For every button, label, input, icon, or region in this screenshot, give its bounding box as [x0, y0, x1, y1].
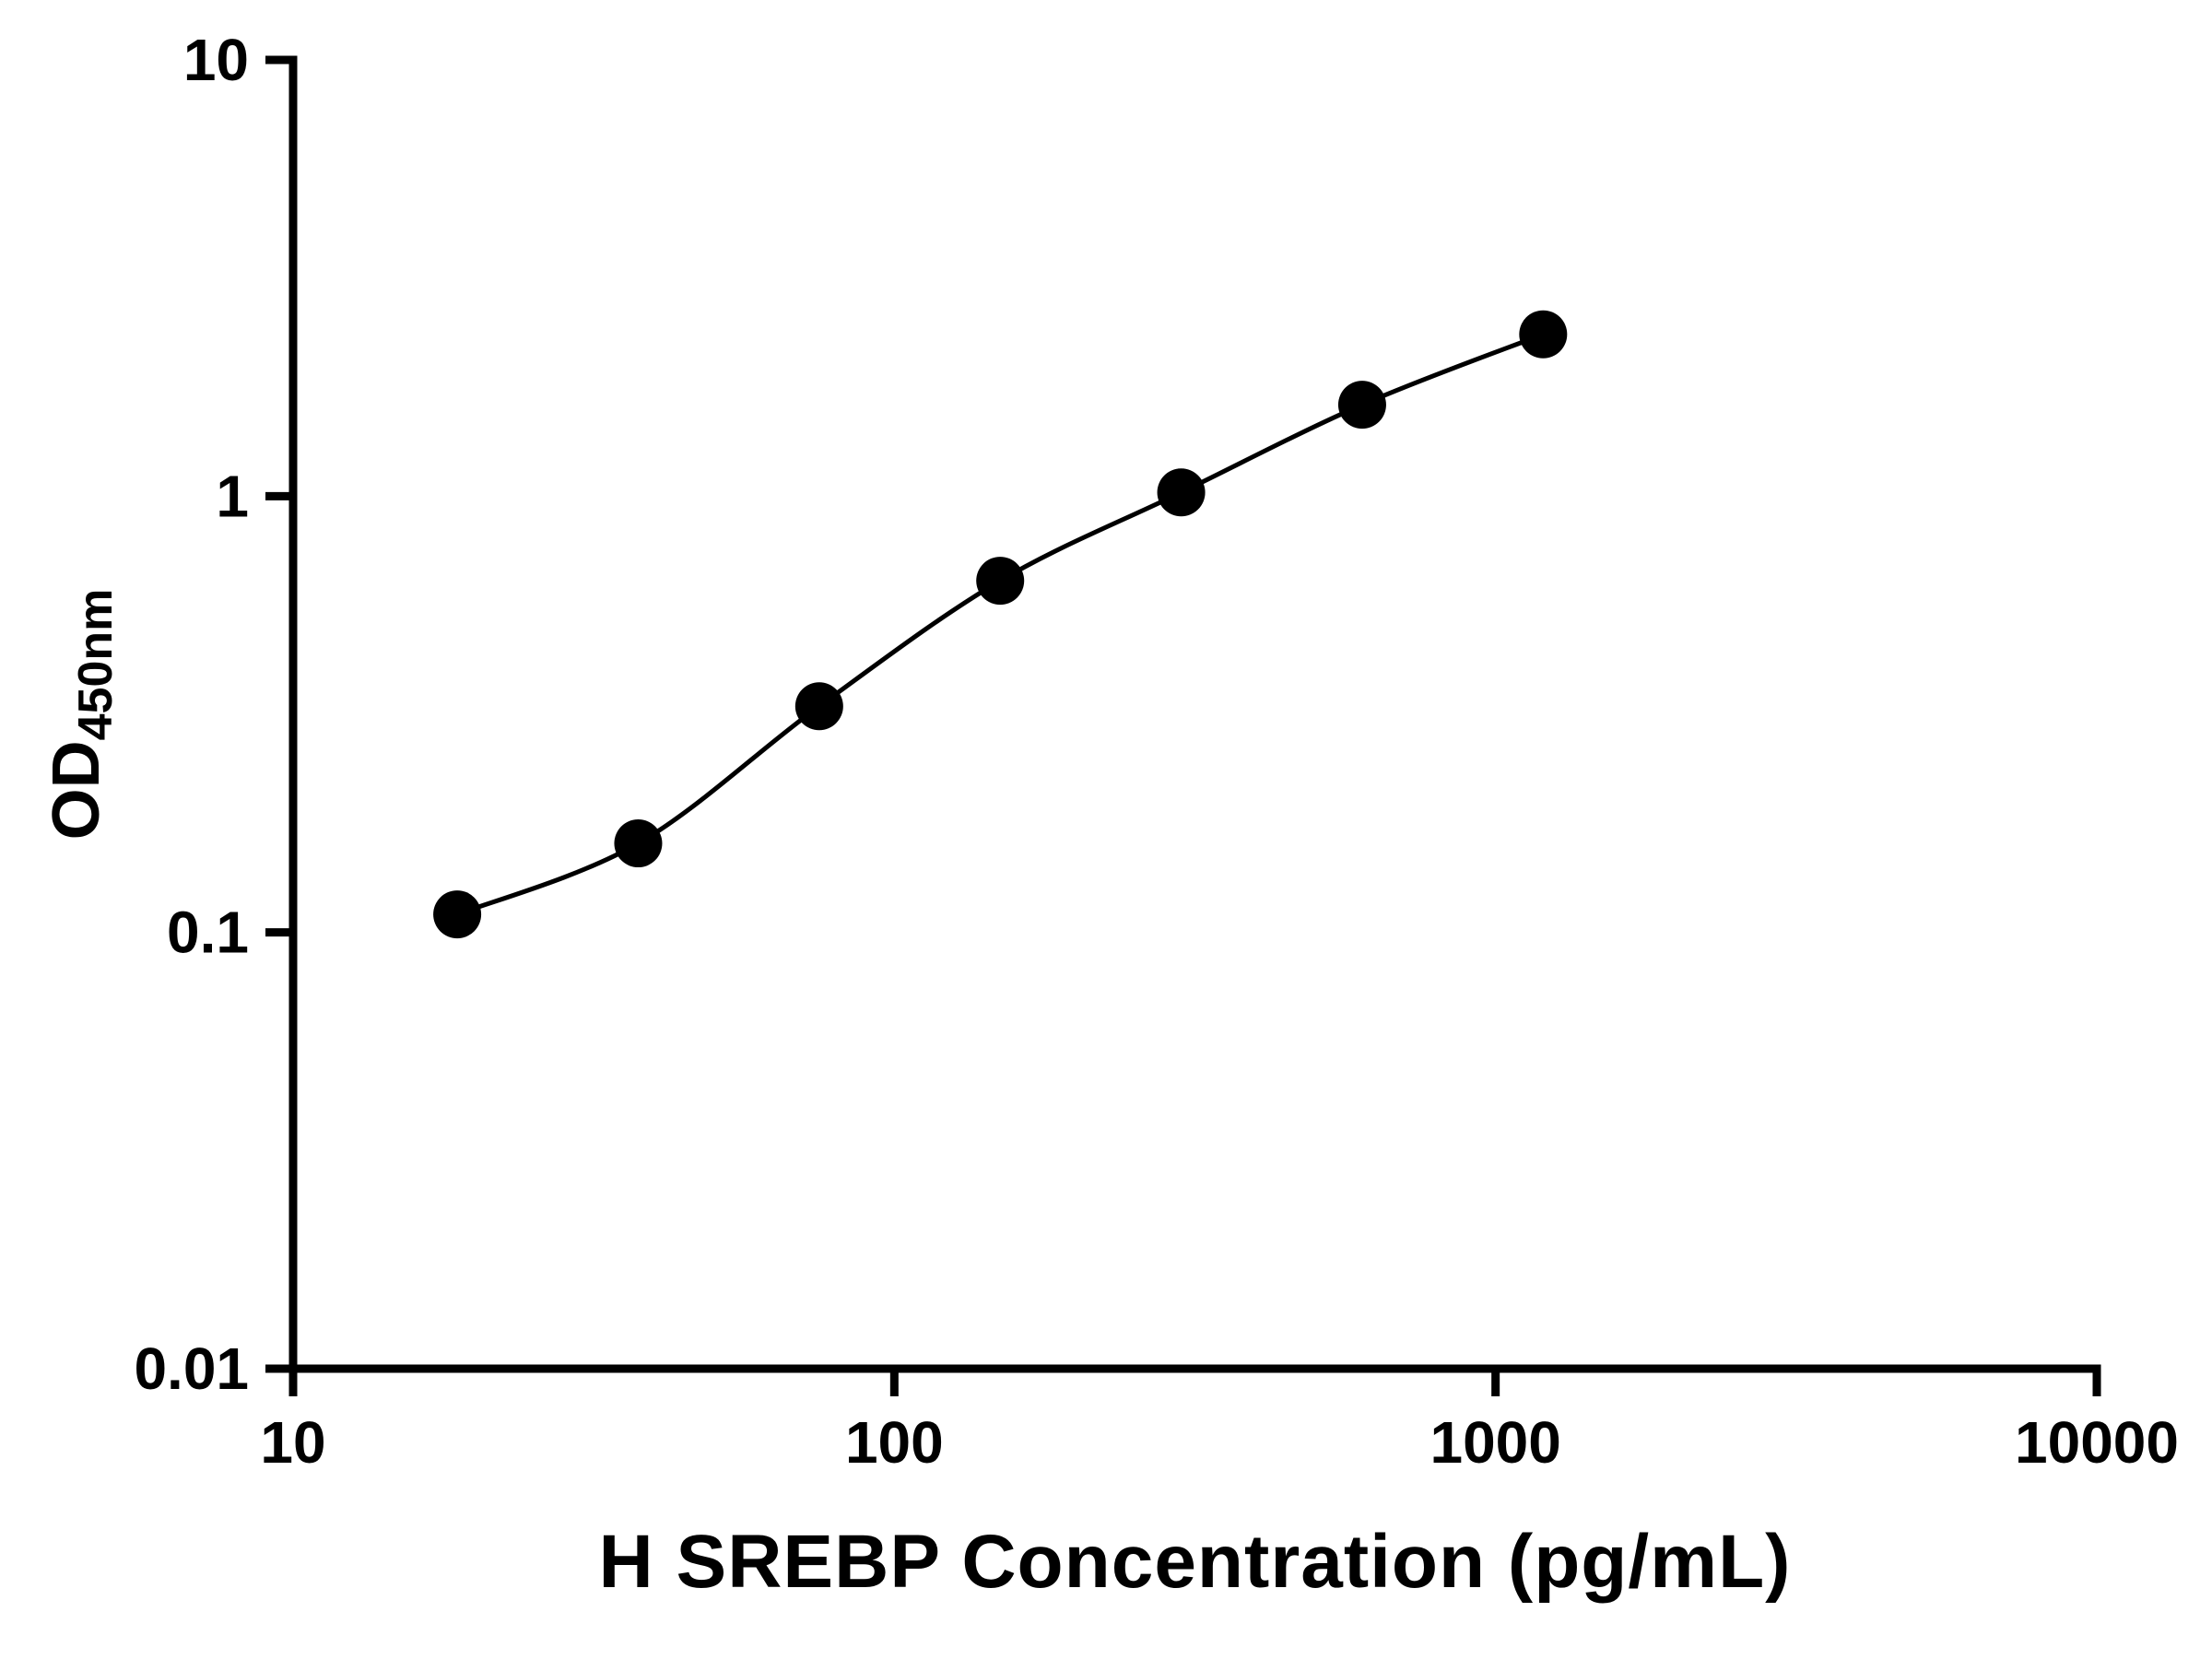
x-axis-title: H SREBP Concentration (pg/mL): [598, 1520, 1792, 1604]
fit-curve: [456, 332, 1545, 917]
y-axis-title: OD450nm: [39, 589, 124, 841]
y-tick-label: 0.01: [134, 1335, 249, 1402]
data-point: [976, 557, 1025, 606]
axes-line: [288, 55, 2101, 1373]
x-tick-label: 1000: [1430, 1409, 1560, 1476]
y-tick-label: 10: [183, 27, 249, 93]
data-point: [794, 682, 843, 731]
x-tick-label: 10000: [2015, 1409, 2179, 1476]
data-point: [1337, 381, 1386, 429]
y-axis-title-base: OD: [40, 740, 113, 841]
y-axis-title-subscript: 450nm: [69, 588, 123, 741]
data-point: [614, 819, 663, 868]
x-tick-label: 100: [845, 1409, 944, 1476]
data-point: [1157, 468, 1206, 517]
y-tick-label: 1: [216, 463, 249, 529]
y-tick-label: 0.1: [167, 900, 249, 966]
data-point: [433, 890, 482, 939]
x-tick-label: 10: [260, 1409, 325, 1476]
data-point: [1519, 310, 1568, 359]
